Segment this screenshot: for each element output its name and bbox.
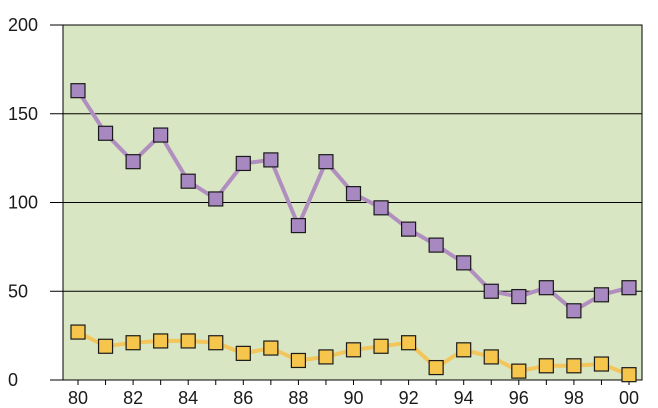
data-point <box>484 284 498 298</box>
data-point <box>126 155 140 169</box>
data-point <box>347 343 361 357</box>
data-point <box>512 290 526 304</box>
data-point <box>512 364 526 378</box>
data-point <box>71 325 85 339</box>
y-tick-label: 50 <box>8 281 28 301</box>
data-point <box>181 174 195 188</box>
data-point <box>484 350 498 364</box>
x-tick-label: 00 <box>619 388 639 408</box>
x-tick-label: 92 <box>399 388 419 408</box>
x-tick-label: 82 <box>123 388 143 408</box>
y-tick-label: 100 <box>8 193 38 213</box>
data-point <box>457 256 471 270</box>
data-point <box>374 201 388 215</box>
x-tick-label: 84 <box>178 388 198 408</box>
data-point <box>429 361 443 375</box>
data-point <box>264 153 278 167</box>
data-point <box>594 288 608 302</box>
data-point <box>347 187 361 201</box>
data-point <box>71 84 85 98</box>
data-point <box>567 359 581 373</box>
data-point <box>99 126 113 140</box>
data-point <box>457 343 471 357</box>
x-tick-label: 80 <box>68 388 88 408</box>
data-point <box>374 339 388 353</box>
data-point <box>154 128 168 142</box>
data-point <box>622 368 636 382</box>
data-point <box>429 238 443 252</box>
data-point <box>594 357 608 371</box>
data-point <box>126 336 140 350</box>
y-tick-label: 0 <box>8 370 18 390</box>
x-tick-label: 98 <box>564 388 584 408</box>
data-point <box>539 281 553 295</box>
data-point <box>99 339 113 353</box>
data-point <box>567 304 581 318</box>
x-tick-label: 96 <box>509 388 529 408</box>
data-point <box>181 334 195 348</box>
x-tick-label: 88 <box>288 388 308 408</box>
data-point <box>209 336 223 350</box>
data-point <box>291 219 305 233</box>
y-tick-label: 150 <box>8 104 38 124</box>
data-point <box>154 334 168 348</box>
data-point <box>319 350 333 364</box>
x-tick-label: 86 <box>233 388 253 408</box>
x-tick-label: 94 <box>454 388 474 408</box>
data-point <box>236 346 250 360</box>
data-point <box>402 222 416 236</box>
data-point <box>264 341 278 355</box>
x-tick-label: 90 <box>343 388 363 408</box>
y-tick-label: 200 <box>8 15 38 35</box>
data-point <box>209 192 223 206</box>
data-point <box>236 156 250 170</box>
data-point <box>291 353 305 367</box>
data-point <box>539 359 553 373</box>
data-point <box>402 336 416 350</box>
data-point <box>622 281 636 295</box>
data-point <box>319 155 333 169</box>
